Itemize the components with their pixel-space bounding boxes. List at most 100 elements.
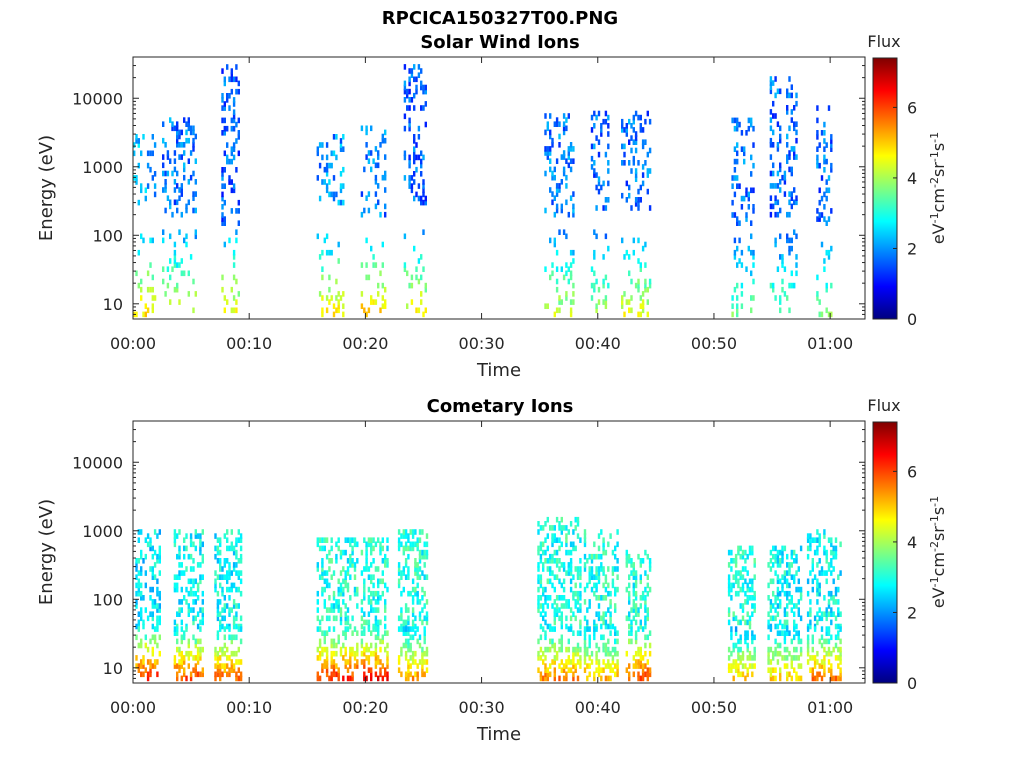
flux-cell bbox=[151, 646, 154, 653]
flux-cell bbox=[199, 638, 202, 645]
flux-cell bbox=[407, 553, 410, 560]
flux-cell bbox=[344, 634, 347, 641]
flux-cell bbox=[600, 615, 603, 622]
flux-cell bbox=[806, 642, 810, 649]
flux-cell bbox=[788, 249, 791, 256]
flux-cell bbox=[634, 578, 638, 585]
flux-cell bbox=[562, 675, 566, 682]
flux-cell bbox=[583, 626, 587, 632]
flux-cell bbox=[623, 127, 626, 133]
flux-cell bbox=[365, 549, 368, 556]
flux-cell bbox=[379, 270, 382, 277]
flux-cell bbox=[424, 88, 427, 95]
flux-cell bbox=[600, 675, 603, 682]
flux-cell bbox=[239, 615, 243, 622]
flux-cell bbox=[827, 603, 831, 609]
flux-cell bbox=[597, 545, 601, 552]
flux-cell bbox=[377, 199, 380, 206]
flux-cell bbox=[176, 282, 179, 289]
flux-cell bbox=[351, 545, 354, 552]
flux-cell bbox=[318, 291, 322, 297]
flux-cell bbox=[346, 570, 350, 576]
flux-cell bbox=[189, 174, 193, 181]
flux-cell bbox=[365, 195, 368, 201]
flux-cell bbox=[166, 195, 170, 201]
flux-cell bbox=[365, 129, 368, 136]
flux-cell bbox=[425, 553, 429, 560]
flux-cell bbox=[751, 545, 754, 552]
flux-cell bbox=[402, 529, 405, 535]
flux-cell bbox=[641, 245, 645, 252]
flux-cell bbox=[351, 671, 354, 678]
flux-cell bbox=[339, 607, 343, 613]
flux-cell bbox=[752, 278, 755, 285]
flux-cell bbox=[323, 646, 326, 653]
flux-cell bbox=[183, 150, 186, 156]
flux-cell bbox=[149, 586, 152, 593]
flux-cell bbox=[149, 663, 152, 669]
flux-cell bbox=[367, 191, 371, 197]
flux-cell bbox=[576, 521, 580, 527]
flux-cell bbox=[825, 553, 828, 560]
flux-cell bbox=[363, 630, 366, 636]
flux-cell bbox=[648, 586, 652, 593]
flux-cell bbox=[404, 675, 408, 682]
flux-cell bbox=[616, 541, 619, 548]
flux-cell bbox=[166, 170, 170, 177]
flux-cell bbox=[646, 574, 649, 580]
flux-cell bbox=[339, 646, 343, 653]
flux-cell bbox=[769, 603, 773, 609]
flux-cell bbox=[219, 558, 222, 564]
flux-cell bbox=[799, 590, 803, 597]
flux-cell bbox=[164, 179, 167, 185]
flux-cell bbox=[558, 638, 561, 645]
flux-cell bbox=[339, 570, 343, 576]
flux-cell bbox=[351, 675, 354, 682]
flux-cell bbox=[630, 135, 633, 141]
flux-cell bbox=[363, 650, 366, 657]
flux-cell bbox=[422, 84, 425, 91]
flux-cell bbox=[187, 121, 190, 127]
flux-cell bbox=[727, 646, 731, 653]
flux-cell bbox=[421, 595, 424, 601]
flux-cell bbox=[830, 549, 833, 556]
flux-cell bbox=[221, 663, 224, 669]
flux-cell bbox=[153, 634, 157, 641]
flux-cell bbox=[583, 529, 587, 535]
flux-cell bbox=[377, 607, 380, 613]
flux-cell bbox=[776, 574, 780, 580]
flux-cell bbox=[733, 167, 737, 173]
flux-cell bbox=[235, 659, 238, 665]
flux-cell bbox=[153, 659, 157, 665]
flux-cell bbox=[625, 562, 628, 568]
flux-cell bbox=[738, 121, 741, 128]
flux-cell bbox=[537, 599, 540, 605]
flux-cell bbox=[569, 607, 573, 613]
flux-cell bbox=[736, 303, 739, 309]
flux-cell bbox=[232, 295, 236, 301]
flux-cell bbox=[407, 659, 410, 665]
flux-cell bbox=[825, 578, 828, 585]
flux-cell bbox=[837, 599, 840, 605]
flux-cell bbox=[377, 599, 380, 605]
flux-cell bbox=[746, 655, 749, 661]
flux-cell bbox=[739, 574, 742, 580]
flux-cell bbox=[321, 295, 324, 301]
flux-cell bbox=[194, 615, 197, 622]
flux-cell bbox=[408, 117, 411, 124]
flux-cell bbox=[377, 619, 380, 626]
flux-cell bbox=[818, 212, 821, 218]
flux-cell bbox=[572, 211, 575, 218]
flux-cell bbox=[551, 191, 554, 197]
flux-cell bbox=[779, 307, 782, 314]
flux-cell bbox=[192, 667, 195, 673]
flux-cell bbox=[349, 650, 352, 657]
flux-cell bbox=[335, 650, 338, 657]
flux-cell bbox=[180, 187, 183, 193]
flux-cell bbox=[221, 195, 224, 202]
flux-cell bbox=[637, 282, 640, 289]
flux-cell bbox=[816, 582, 819, 589]
flux-cell bbox=[189, 541, 193, 548]
flux-cell bbox=[176, 183, 179, 189]
flux-cell bbox=[351, 549, 354, 556]
